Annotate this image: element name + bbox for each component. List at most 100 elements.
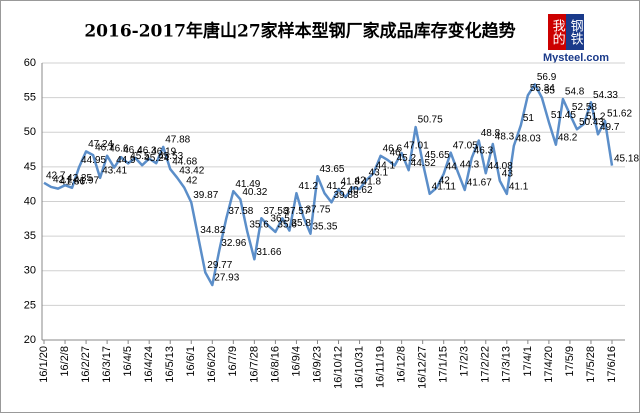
- data-label: 35.6: [249, 220, 269, 231]
- logo-text: 我的: [551, 19, 566, 45]
- data-label: 47.88: [165, 135, 190, 146]
- x-tick-label: 16/7/28: [248, 346, 260, 383]
- x-tick-label: 16/5/13: [164, 346, 176, 383]
- data-label: 54.8: [565, 87, 585, 98]
- data-label: 37.57: [284, 206, 309, 217]
- x-tick-label: 16/4/24: [143, 346, 155, 383]
- data-label: 46.3: [137, 146, 157, 157]
- data-label: 43.1: [369, 168, 389, 179]
- data-label: 46: [390, 148, 402, 159]
- x-tick-label: 17/5/28: [585, 346, 597, 383]
- data-label: 37.58: [263, 206, 288, 217]
- x-tick-label: 16/3/17: [101, 346, 113, 383]
- data-label: 51.62: [607, 109, 632, 120]
- data-label: 41.1: [509, 182, 529, 193]
- line: [43, 83, 614, 287]
- data-label: 36.5: [270, 213, 290, 224]
- data-label: 51.45: [551, 110, 576, 121]
- logo: 我的 钢铁 Mysteel.com: [543, 14, 609, 64]
- data-label: 44.3: [460, 159, 480, 170]
- data-label: 45.18: [614, 153, 639, 164]
- data-label: 41.67: [467, 178, 492, 189]
- chart-title: 2016-2017年唐山27家样本型钢厂家成品库存变化趋势: [84, 21, 515, 42]
- data-label: 41.97: [74, 175, 99, 186]
- data-label: 48.3: [495, 132, 515, 143]
- data-label: 41.8: [362, 177, 382, 188]
- data-label: 42: [439, 175, 451, 186]
- data-label: 56.9: [537, 72, 557, 83]
- data-label: 29.77: [207, 260, 232, 271]
- x-tick-label: 16/10/31: [353, 346, 365, 389]
- x-tick-label: 17/6/16: [606, 346, 618, 383]
- data-label: 48.03: [516, 134, 541, 145]
- logo-url: Mysteel.com: [543, 52, 609, 64]
- data-label: 27.93: [214, 273, 239, 284]
- x-tick-label: 16/12/27: [417, 346, 429, 389]
- data-label: 42.35: [67, 173, 92, 184]
- data-label: 51: [523, 113, 535, 124]
- data-label: 44.68: [172, 157, 197, 168]
- data-label: 42.7: [46, 170, 66, 181]
- data-label: 45.65: [425, 150, 450, 161]
- x-tick-label: 16/6/1: [185, 346, 197, 377]
- data-label: 45.53: [158, 151, 183, 162]
- x-tick-label: 16/10/12: [332, 346, 344, 389]
- data-label: 54.33: [593, 90, 618, 101]
- data-label: 32.96: [221, 238, 246, 249]
- x-tick-label: 17/2/3: [459, 346, 471, 377]
- y-tick-label: 50: [24, 126, 36, 138]
- data-label: 45.24: [144, 153, 169, 164]
- data-label: 46.19: [151, 146, 176, 157]
- y-tick-label: 40: [24, 195, 36, 207]
- y-tick-label: 60: [24, 57, 36, 69]
- x-tick-label: 16/7/9: [227, 346, 239, 377]
- x-tick-label: 17/4/1: [522, 346, 534, 377]
- data-label: 47.01: [404, 141, 429, 152]
- data-label: 41.86: [60, 176, 85, 187]
- data-label: 31.66: [256, 247, 281, 258]
- data-label: 55.34: [530, 83, 555, 94]
- data-label: 48.2: [558, 132, 578, 143]
- data-label: 40.62: [348, 185, 373, 196]
- data-label: 44.9: [116, 155, 136, 166]
- y-tick-label: 45: [24, 161, 36, 173]
- data-label: 43.65: [319, 164, 344, 175]
- x-tick-label: 16/6/20: [206, 346, 218, 383]
- x-tick-label: 16/4/5: [122, 346, 134, 377]
- data-label: 43.41: [102, 166, 127, 177]
- data-label: 50.43: [579, 117, 604, 128]
- data-label: 52.58: [572, 102, 597, 113]
- data-label: 35.6: [277, 220, 297, 231]
- data-label: 44.52: [411, 158, 436, 169]
- data-label: 41.11: [432, 181, 457, 192]
- logo-text: 钢铁: [569, 19, 584, 45]
- data-label: 46.6: [383, 143, 403, 154]
- data-label: 42: [355, 175, 367, 186]
- data-label: 50.75: [418, 115, 443, 126]
- data-label: 46.4: [123, 145, 143, 156]
- x-tick-label: 17/2/22: [480, 346, 492, 383]
- data-label: 43.42: [179, 165, 204, 176]
- logo-block: [548, 14, 566, 50]
- x-tick-label: 17/5/9: [564, 346, 576, 377]
- y-tick-label: 35: [24, 230, 36, 242]
- x-tick-label: 17/3/13: [501, 346, 513, 383]
- data-label: 48.8: [481, 128, 501, 139]
- y-tick-label: 25: [24, 299, 36, 311]
- data-label: 42.1: [53, 175, 73, 186]
- data-label: 35.35: [312, 221, 337, 232]
- y-tick-label: 20: [24, 334, 36, 346]
- data-label: 55: [544, 85, 556, 96]
- x-tick-label: 16/11/19: [374, 346, 386, 388]
- data-label: 44.08: [488, 161, 513, 172]
- x-tick-label: 17/1/15: [438, 346, 450, 383]
- data-label: 44: [446, 161, 458, 172]
- data-label: 45.5: [130, 151, 150, 162]
- data-label: 40.32: [242, 187, 267, 198]
- data-label: 39.87: [193, 190, 218, 201]
- y-tick-label: 30: [24, 265, 36, 277]
- data-label: 46.6: [109, 143, 129, 154]
- data-label: 43: [502, 168, 514, 179]
- data-label: 37.58: [228, 206, 253, 217]
